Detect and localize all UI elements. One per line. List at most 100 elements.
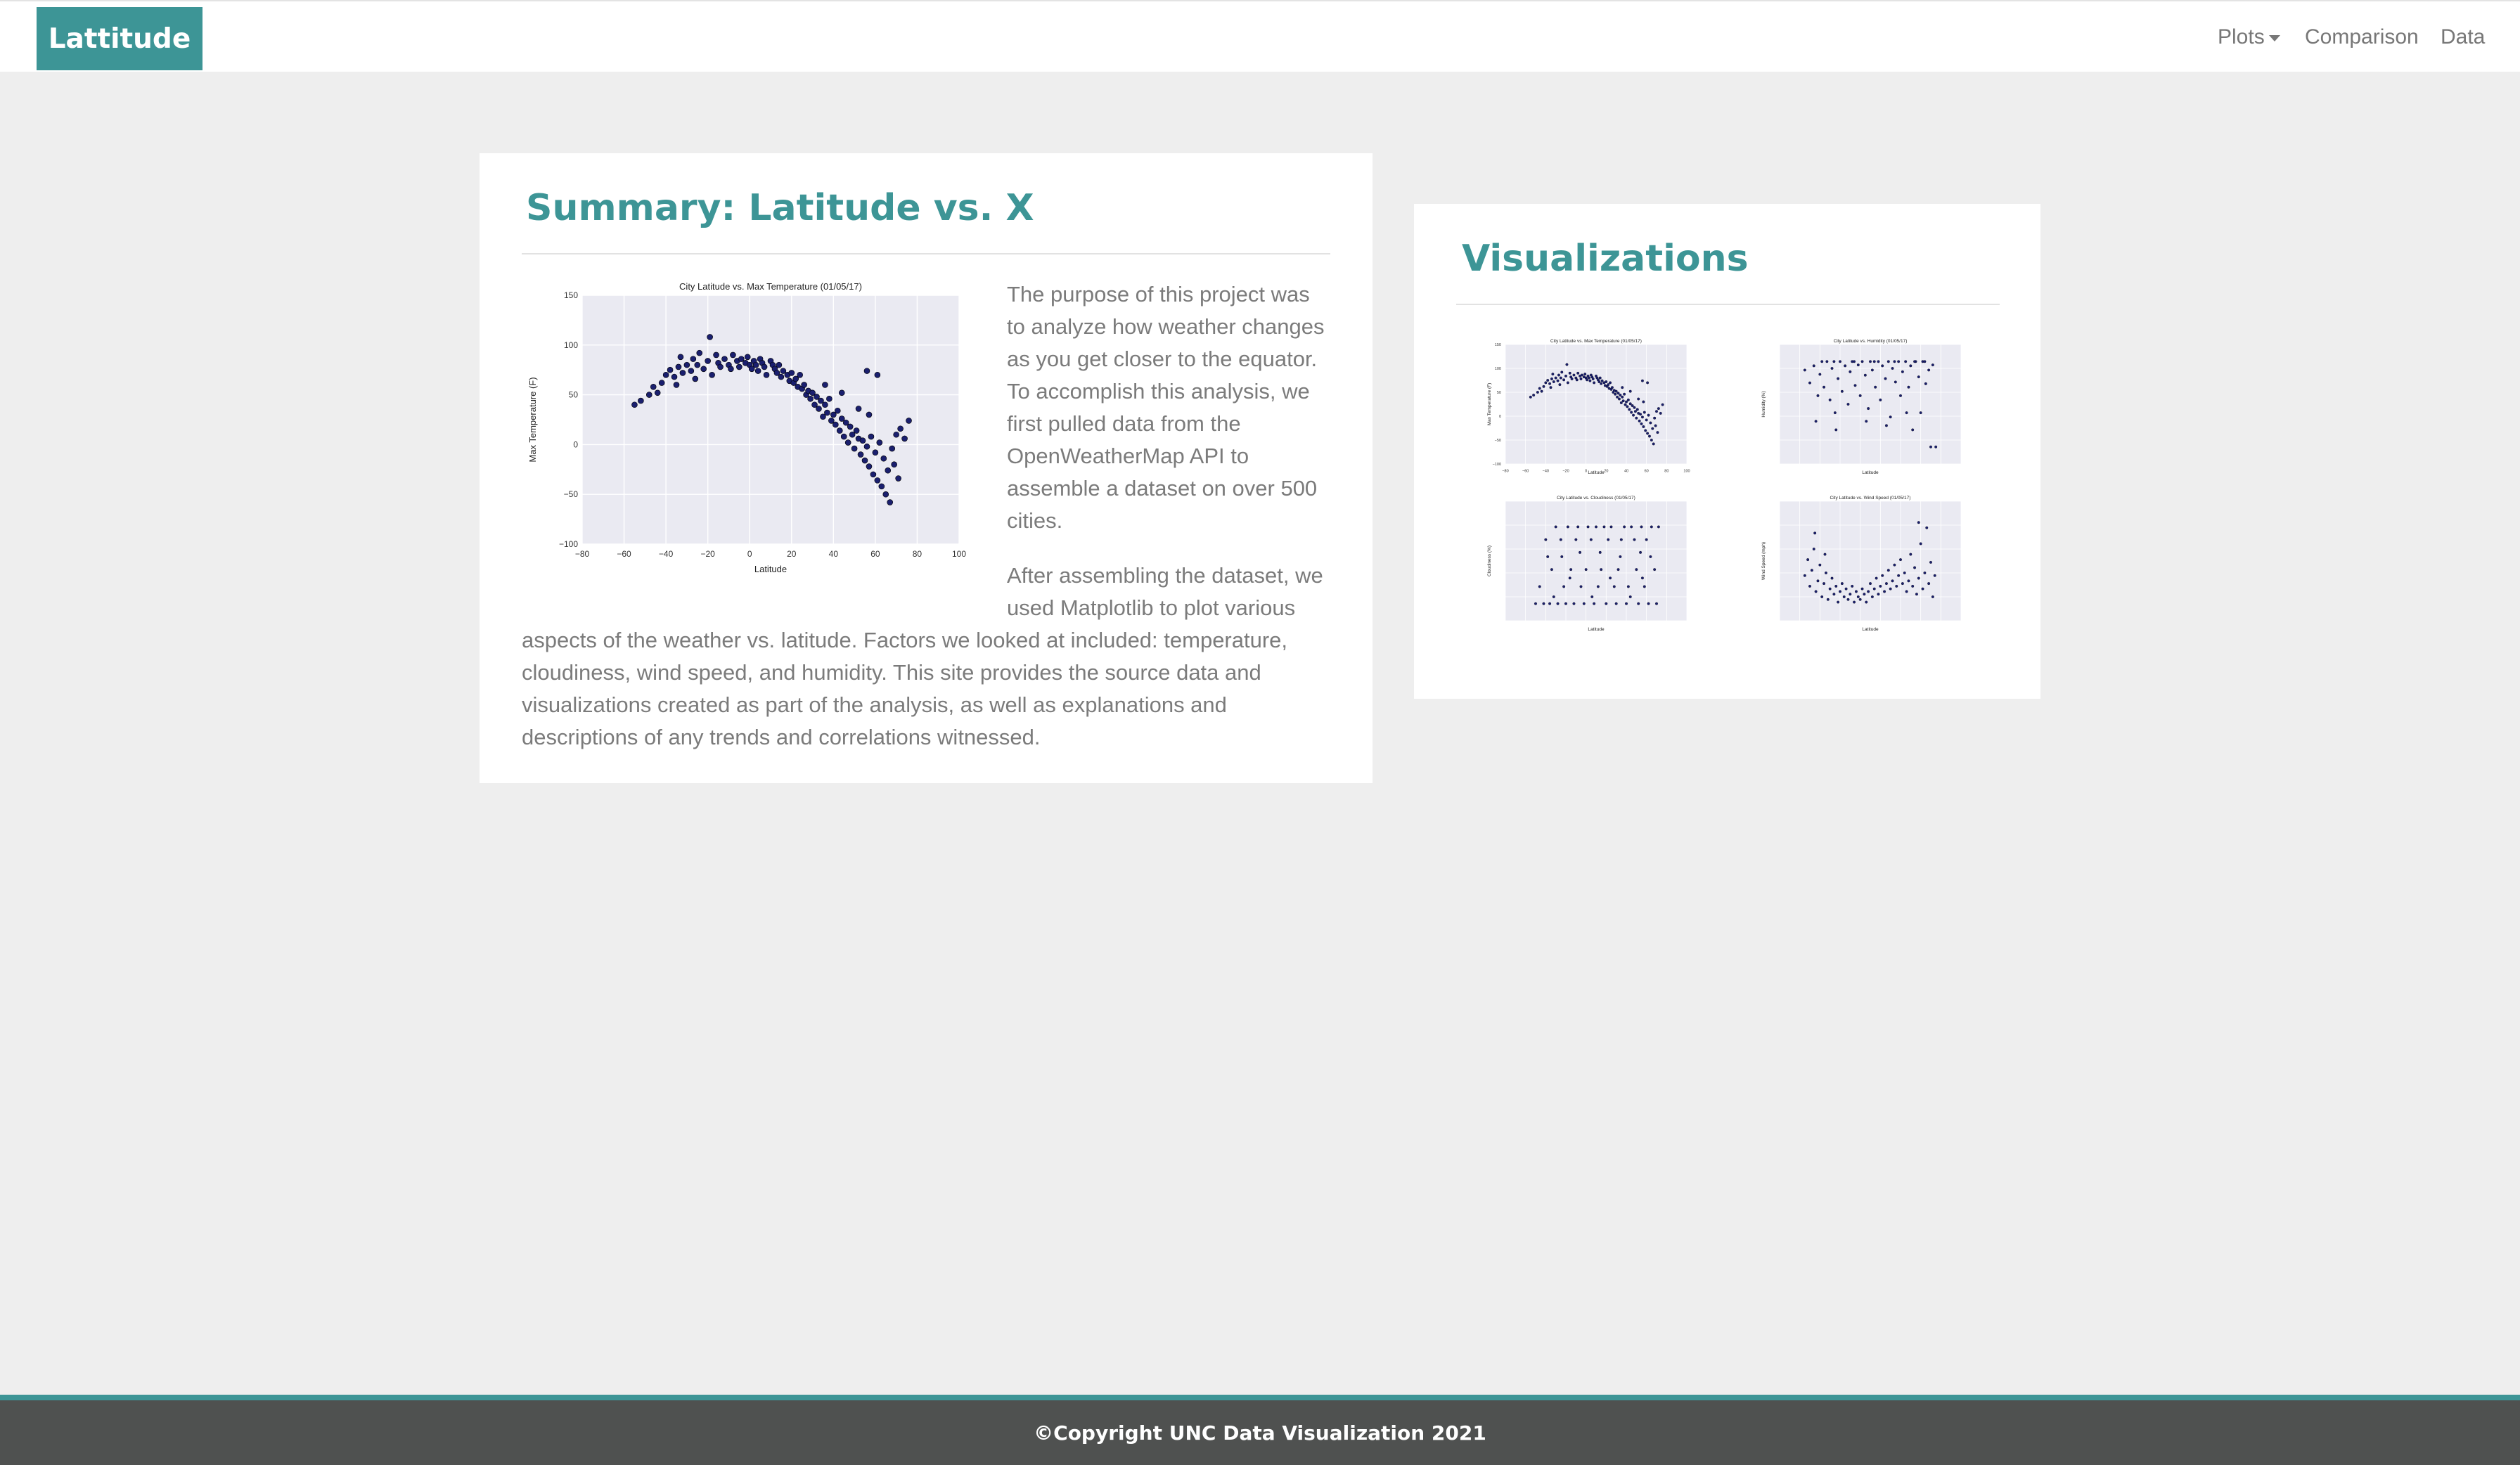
data-point [834, 407, 841, 414]
data-point [1593, 602, 1596, 605]
y-tick-label: −50 [564, 489, 579, 499]
data-point [1927, 368, 1931, 372]
data-point [1560, 370, 1564, 374]
data-point [1823, 553, 1827, 556]
data-point [1651, 427, 1654, 430]
data-point [1558, 383, 1562, 387]
x-axis-label: Latitude [1862, 470, 1879, 475]
data-point [1639, 413, 1642, 416]
data-point [1856, 363, 1860, 367]
data-point [1544, 538, 1548, 541]
brand-logo-link[interactable]: Lattitude [37, 7, 202, 70]
plot-area [1505, 501, 1687, 621]
data-point [1919, 411, 1922, 415]
data-point [1830, 576, 1834, 580]
data-point [866, 463, 873, 470]
data-point [662, 371, 669, 378]
data-point [1846, 403, 1850, 406]
data-point [1572, 602, 1576, 605]
data-point [1562, 585, 1566, 588]
data-point [828, 418, 835, 424]
summary-temperature-plot[interactable]: −80 −60 −40 −20 0 20 40 60 80 100 −100 −50 0 50 100 150… [522, 278, 986, 588]
data-point [1562, 378, 1566, 382]
visualizations-title: Visualizations [1462, 238, 1749, 280]
x-tick-label: 0 [747, 549, 752, 559]
data-point [1549, 386, 1552, 389]
data-point [1931, 595, 1934, 598]
data-point [1872, 587, 1876, 590]
data-point [1564, 602, 1567, 605]
data-point [1559, 538, 1562, 541]
data-point [1619, 538, 1623, 541]
data-point [1614, 389, 1618, 393]
data-point [705, 358, 711, 364]
data-point [1546, 379, 1550, 382]
thumbnail-humidity-plot[interactable]: City Latitude vs. Humidity (01/05/17) Lat… [1759, 337, 1984, 484]
x-tick-label: 60 [870, 549, 880, 559]
data-point [1557, 373, 1560, 377]
data-point [809, 389, 816, 396]
data-point [1642, 425, 1645, 428]
data-point [1642, 411, 1646, 414]
data-point [826, 395, 832, 402]
data-point [1529, 395, 1532, 399]
data-point [1607, 538, 1610, 541]
data-point [1891, 367, 1894, 370]
data-point [1813, 531, 1817, 535]
data-point [1598, 380, 1601, 383]
data-point [1844, 587, 1848, 590]
data-point [1546, 555, 1550, 558]
data-point [1839, 590, 1841, 593]
chart-title: City Latitude vs. Wind Speed (01/05/17) [1830, 496, 1911, 501]
data-point [1588, 379, 1592, 382]
data-point [679, 370, 686, 376]
summary-divider [522, 253, 1330, 254]
data-point [1564, 374, 1567, 377]
data-point [1822, 582, 1826, 586]
data-point [863, 443, 870, 450]
data-point [1879, 398, 1882, 401]
nav-comparison-link[interactable]: Comparison [2305, 25, 2419, 49]
data-point [1614, 392, 1617, 396]
data-point [1616, 395, 1619, 399]
nav-data-link[interactable]: Data [2441, 25, 2486, 49]
nav-plots-dropdown[interactable]: Plots [2218, 21, 2280, 53]
data-point [1632, 413, 1635, 417]
data-point [1803, 574, 1806, 577]
data-point [1856, 595, 1860, 598]
data-point [1825, 360, 1829, 363]
data-point [1867, 590, 1870, 593]
data-point [1559, 376, 1562, 380]
data-point [761, 363, 768, 370]
data-point [1812, 548, 1815, 550]
thumbnail-wind-speed-plot[interactable]: City Latitude vs. Wind Speed (01/05/17) L… [1759, 494, 1984, 640]
data-point [1832, 593, 1836, 596]
data-point [690, 356, 697, 362]
data-point [1803, 368, 1806, 372]
data-point [1934, 445, 1938, 448]
data-point [1870, 595, 1874, 598]
x-tick-label: −80 [1502, 470, 1508, 474]
data-point [1552, 595, 1555, 598]
data-point [667, 366, 674, 373]
data-point [1602, 525, 1606, 529]
data-point [838, 389, 845, 396]
data-point [1889, 415, 1892, 419]
thumbnail-temperature-plot[interactable]: −80 −60 −40 −20 0 20 40 60 80 100 −100 −50 0 50 100 150… [1484, 337, 1709, 484]
data-point [1909, 364, 1912, 368]
data-point [836, 427, 843, 434]
data-point [1644, 429, 1647, 432]
data-point [891, 461, 897, 468]
plot-area [1505, 344, 1687, 464]
data-point [1909, 553, 1912, 556]
summary-paragraph-1: The purpose of this project was to analy… [1007, 282, 1325, 533]
data-point [1653, 416, 1657, 420]
y-tick-label: 150 [1495, 343, 1501, 347]
y-tick-label: 100 [1495, 367, 1501, 371]
data-point [1534, 602, 1537, 605]
thumbnail-cloudiness-plot[interactable]: City Latitude vs. Cloudiness (01/05/17) L… [1484, 494, 1709, 640]
data-point [1881, 364, 1884, 368]
footer: ©Copyright UNC Data Visualization 2021 [0, 1395, 2520, 1465]
data-point [1834, 584, 1838, 588]
data-point [1907, 579, 1910, 583]
